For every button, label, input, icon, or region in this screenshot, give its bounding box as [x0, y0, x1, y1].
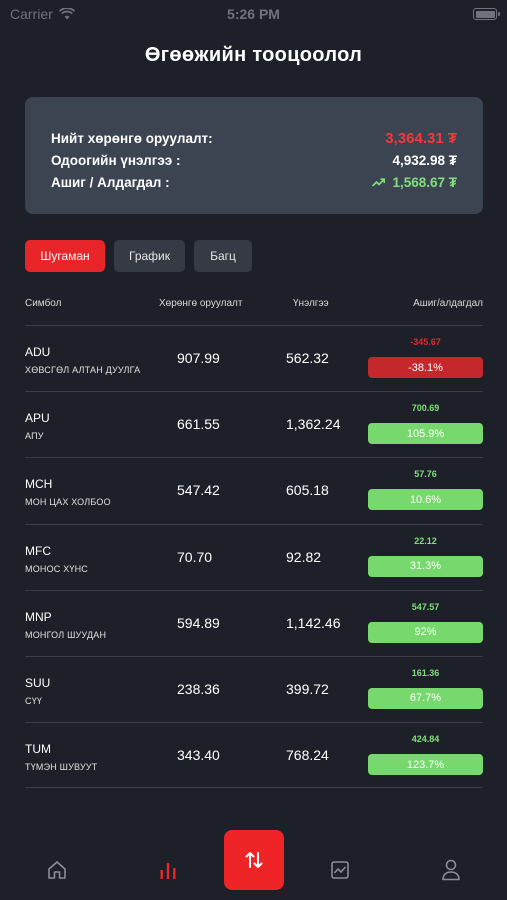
- row-company-name: МОН ЦАХ ХОЛБОО: [25, 497, 111, 508]
- row-investment: 238.36: [177, 680, 220, 697]
- row-company-name: МОНГОЛ ШУУДАН: [25, 629, 107, 640]
- header-investment: Хөрөнгө оруулалт: [159, 298, 243, 309]
- row-company-name: МОНОС ХҮНС: [25, 563, 89, 574]
- nav-portfolio[interactable]: [328, 858, 352, 882]
- summary-total-investment: Нийт хөрөнгө оруулалт: 3,364.31 ₮: [51, 127, 457, 149]
- header-value: Үнэлгээ: [293, 298, 329, 309]
- row-profit-loss-badge: 31.3%: [368, 555, 483, 577]
- row-profit-loss-badge: 92%: [368, 621, 483, 643]
- row-symbol: MCH: [25, 477, 53, 492]
- row-investment: 907.99: [177, 350, 220, 366]
- profit-loss-value-wrap: 1,568.67 ₮: [371, 174, 457, 190]
- row-company-name: АПУ: [25, 431, 44, 442]
- profit-loss-label: Ашиг / Алдагдал :: [51, 174, 170, 190]
- table-row[interactable]: SUU СҮҮ 238.36 399.72 161.36 67.7%: [25, 655, 483, 722]
- row-investment: 343.40: [177, 747, 220, 764]
- tab-portfolio[interactable]: Багц: [194, 240, 252, 272]
- header-profit-loss: Ашиг/алдагдал: [413, 298, 483, 309]
- user-icon: [442, 859, 460, 881]
- total-investment-value: 3,364.31 ₮: [385, 129, 457, 147]
- current-value-label: Одоогийн үнэлгээ :: [51, 152, 181, 168]
- row-symbol: MNP: [25, 609, 52, 624]
- view-tabs: Шугаман График Багц: [25, 240, 252, 272]
- nav-home[interactable]: [45, 858, 69, 882]
- row-value: 399.72: [286, 680, 329, 697]
- swap-button[interactable]: [224, 830, 284, 890]
- page-title: Өгөөжийн тооцоолол: [144, 44, 363, 66]
- trending-up-icon: [371, 178, 385, 188]
- carrier-label: Carrier: [10, 6, 53, 22]
- profit-loss-value: 1,568.67 ₮: [392, 174, 457, 190]
- row-symbol: SUU: [25, 675, 51, 690]
- row-profit-loss-badge: 123.7%: [368, 754, 483, 776]
- table-row[interactable]: APU АПУ 661.55 1,362.24 700.69 105.9%: [25, 391, 483, 457]
- status-bar: Carrier 5:26 PM: [0, 0, 507, 28]
- row-investment: 661.55: [177, 416, 220, 433]
- row-profit-loss-badge: 67.7%: [368, 687, 483, 709]
- status-left: Carrier: [10, 6, 75, 22]
- row-value: 768.24: [286, 747, 329, 764]
- battery-icon: [473, 8, 500, 20]
- row-profit-loss-amount: 547.57: [411, 601, 440, 612]
- header-symbol: Симбол: [25, 298, 62, 309]
- row-value: 1,142.46: [286, 614, 341, 631]
- row-symbol: MFC: [25, 543, 51, 558]
- total-investment-label: Нийт хөрөнгө оруулалт:: [51, 130, 213, 146]
- summary-profit-loss: Ашиг / Алдагдал : 1,568.67 ₮: [51, 171, 457, 193]
- row-profit-loss-amount: 700.69: [411, 403, 440, 414]
- image-chart-icon: [331, 861, 349, 879]
- row-symbol: ADU: [25, 345, 51, 359]
- table-row[interactable]: MFC МОНОС ХҮНС 70.70 92.82 22.12 31.3%: [25, 523, 483, 590]
- row-symbol: APU: [25, 411, 50, 426]
- home-icon: [48, 861, 66, 879]
- row-profit-loss-amount: 424.84: [411, 734, 440, 745]
- row-value: 562.32: [286, 350, 329, 366]
- holdings-list: ADU ХӨВСГӨЛ АЛТАН ДУУЛГА 907.99 562.32 -…: [25, 325, 483, 789]
- table-row[interactable]: TUM ТҮМЭН ШУВУУТ 343.40 768.24 424.84 12…: [25, 722, 483, 789]
- tab-chart[interactable]: График: [114, 240, 185, 272]
- current-value-value: 4,932.98 ₮: [392, 152, 457, 168]
- row-profit-loss-amount: 57.76: [414, 469, 437, 480]
- tab-line[interactable]: Шугаман: [25, 240, 105, 272]
- status-time: 5:26 PM: [227, 6, 280, 22]
- row-profit-loss-amount: 22.12: [414, 535, 437, 546]
- row-company-name: СҮҮ: [25, 695, 43, 706]
- summary-current-value: Одоогийн үнэлгээ : 4,932.98 ₮: [51, 149, 457, 171]
- bar-chart-icon: [160, 863, 176, 879]
- row-investment: 70.70: [177, 548, 213, 565]
- row-value: 605.18: [286, 482, 329, 499]
- wifi-icon: [58, 8, 75, 20]
- row-value: 1,362.24: [286, 416, 341, 433]
- row-value: 92.82: [286, 548, 322, 565]
- table-row[interactable]: MNP МОНГОЛ ШУУДАН 594.89 1,142.46 547.57…: [25, 589, 483, 656]
- swap-icon: [245, 852, 263, 868]
- row-investment: 547.42: [177, 482, 220, 499]
- nav-stats[interactable]: [156, 858, 180, 882]
- table-row[interactable]: ADU ХӨВСГӨЛ АЛТАН ДУУЛГА 907.99 562.32 -…: [25, 325, 483, 391]
- table-row[interactable]: MCH МОН ЦАХ ХОЛБОО 547.42 605.18 57.76 1…: [25, 457, 483, 523]
- nav-profile[interactable]: [439, 858, 463, 882]
- row-profit-loss-badge: 10.6%: [368, 489, 483, 511]
- summary-card: Нийт хөрөнгө оруулалт: 3,364.31 ₮ Одооги…: [25, 97, 483, 214]
- row-company-name: ТҮМЭН ШУВУУТ: [25, 762, 98, 773]
- row-profit-loss-amount: -345.67: [410, 337, 441, 347]
- row-company-name: ХӨВСГӨЛ АЛТАН ДУУЛГА: [25, 365, 141, 375]
- row-profit-loss-badge: -38.1%: [368, 357, 483, 378]
- bottom-nav: [0, 830, 507, 900]
- row-profit-loss-amount: 161.36: [411, 667, 440, 678]
- row-investment: 594.89: [177, 614, 220, 631]
- row-symbol: TUM: [25, 742, 51, 757]
- table-header: Симбол Хөрөнгө оруулалт Үнэлгээ Ашиг/алд…: [25, 298, 483, 312]
- row-profit-loss-badge: 105.9%: [368, 423, 483, 445]
